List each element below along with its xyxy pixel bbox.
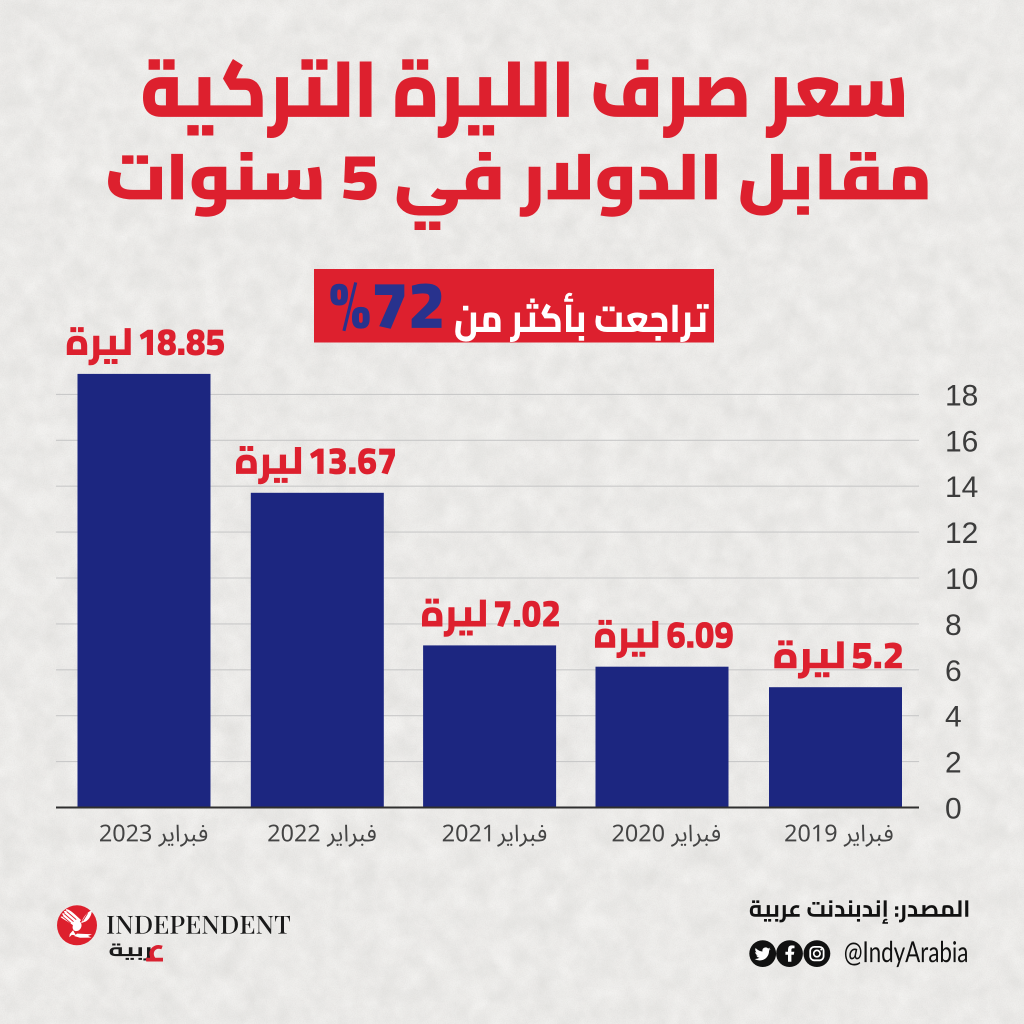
svg-text:6: 6	[945, 655, 962, 688]
svg-text:0: 0	[945, 793, 962, 826]
svg-text:8: 8	[945, 609, 962, 642]
svg-text:12: 12	[945, 517, 978, 550]
svg-text:10: 10	[945, 563, 978, 596]
svg-text:14: 14	[945, 471, 978, 504]
svg-text:18: 18	[945, 379, 978, 412]
svg-text:16: 16	[945, 425, 978, 458]
svg-text:4: 4	[945, 701, 962, 734]
svg-text:2: 2	[945, 747, 962, 780]
